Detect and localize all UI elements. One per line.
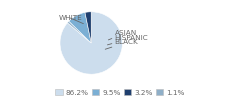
Wedge shape bbox=[69, 12, 91, 43]
Text: WHITE: WHITE bbox=[58, 15, 84, 24]
Text: ASIAN: ASIAN bbox=[108, 30, 137, 40]
Text: HISPANIC: HISPANIC bbox=[108, 35, 148, 45]
Legend: 86.2%, 9.5%, 3.2%, 1.1%: 86.2%, 9.5%, 3.2%, 1.1% bbox=[54, 89, 186, 96]
Wedge shape bbox=[85, 12, 91, 43]
Wedge shape bbox=[60, 12, 122, 74]
Text: BLACK: BLACK bbox=[105, 39, 138, 49]
Wedge shape bbox=[67, 21, 91, 43]
